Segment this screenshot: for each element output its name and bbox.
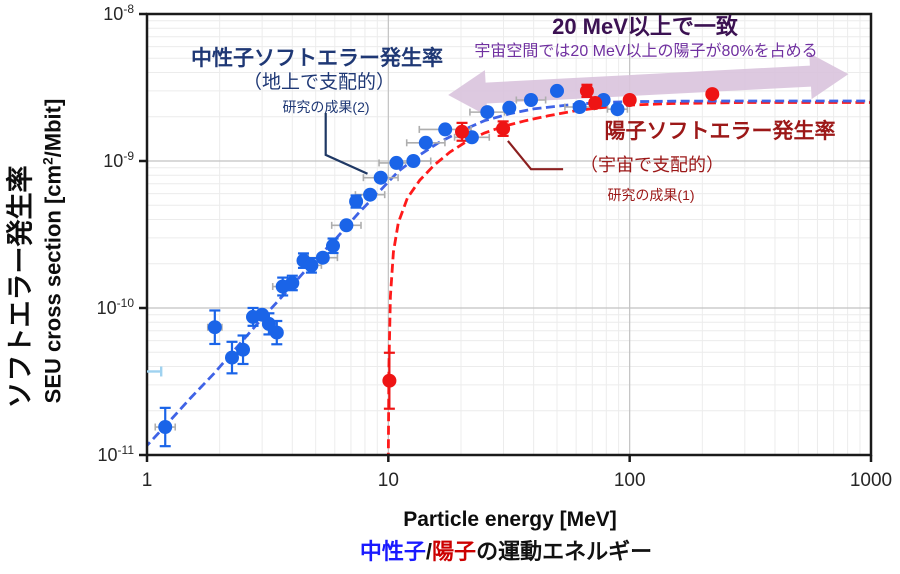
svg-text:10-10: 10-10 xyxy=(97,296,135,318)
partial-error-bar xyxy=(147,366,163,377)
svg-text:10-8: 10-8 xyxy=(103,2,134,24)
x-tick-labels: 1 10 100 1000 xyxy=(142,470,892,491)
proton-series-reference: 研究の成果(1) xyxy=(607,187,695,203)
axes xyxy=(139,12,873,462)
match-annotation-subtitle: 宇宙空間では20 MeV以上の陽子が80%を占める xyxy=(474,43,818,60)
y-axis-title-en-post: /Mbit] xyxy=(40,98,66,158)
proton-callout-line xyxy=(507,140,564,171)
neutron-series-label: 中性子ソフトエラー発生率 xyxy=(191,47,443,70)
svg-text:10-9: 10-9 xyxy=(103,149,134,171)
x-axis-jp-proton: 陽子 xyxy=(432,539,477,564)
match-annotation-title: 20 MeV以上で一致 xyxy=(552,14,738,39)
proton-series-sublabel: （宇宙で支配的） xyxy=(580,155,724,175)
x-axis-jp-slash: / xyxy=(425,539,433,564)
y-axis-title-en-pre: SEU cross section [cm xyxy=(40,164,66,404)
y-axis-title-english: SEU cross section [cm2/Mbit] xyxy=(40,98,66,404)
proton-series-label: 陽子ソフトエラー発生率 xyxy=(604,120,836,143)
y-axis-title-en-sup: 2 xyxy=(40,157,56,165)
svg-text:10: 10 xyxy=(378,470,399,491)
svg-text:10-11: 10-11 xyxy=(98,443,135,465)
neutron-callout-line xyxy=(324,113,368,175)
neutron-series-sublabel: （地上で支配的） xyxy=(242,72,396,93)
neutron-data-points xyxy=(158,83,625,434)
svg-text:100: 100 xyxy=(614,470,646,491)
x-axis-jp-rest: の運動エネルギー xyxy=(476,539,653,564)
x-axis-jp-neutron: 中性子 xyxy=(359,539,426,564)
x-axis-title-japanese: 中性子/陽子の運動エネルギー xyxy=(359,539,653,564)
match-range-arrow xyxy=(448,53,849,116)
fit-curves xyxy=(147,99,871,455)
y-tick-labels: 10-8 10-9 10-10 10-11 xyxy=(97,2,135,465)
x-axis-title-english: Particle energy [MeV] xyxy=(403,508,617,531)
svg-text:1000: 1000 xyxy=(850,470,892,491)
svg-text:1: 1 xyxy=(142,470,153,491)
proton-data-points xyxy=(382,83,720,388)
y-axis-title-japanese: ソフトエラー発生率 xyxy=(5,165,36,409)
neutron-series-reference: 研究の成果(2) xyxy=(282,99,370,115)
